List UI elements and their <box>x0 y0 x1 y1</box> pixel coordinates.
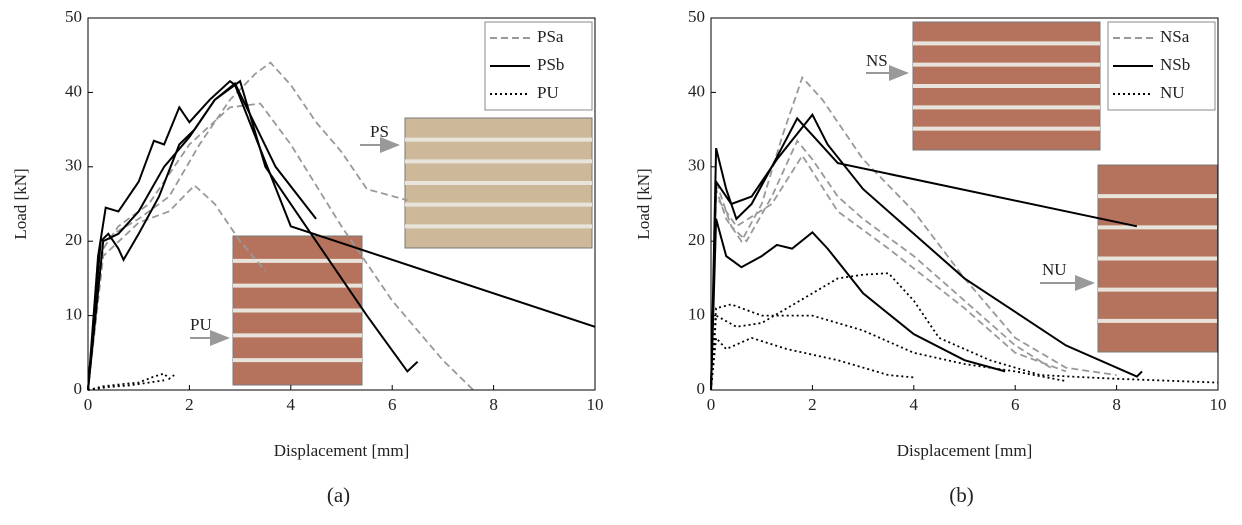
panel-label: (a) <box>327 483 350 507</box>
y-tick-label: 20 <box>65 230 82 249</box>
y-tick-label: 50 <box>65 7 82 26</box>
y-tick-label: 10 <box>688 305 705 324</box>
curve <box>710 218 1006 391</box>
x-tick-label: 4 <box>910 395 919 414</box>
curve <box>87 379 165 391</box>
y-tick-label: 40 <box>688 81 705 100</box>
panel-label: (b) <box>949 483 974 507</box>
x-tick-label: 0 <box>707 395 716 414</box>
curve <box>710 116 1138 391</box>
y-tick-label: 40 <box>65 81 82 100</box>
x-tick-label: 4 <box>287 395 296 414</box>
curve <box>710 272 1219 391</box>
curve <box>710 112 1143 391</box>
y-tick-label: 0 <box>74 379 83 398</box>
annotation: PU <box>190 315 212 334</box>
x-tick-label: 10 <box>587 395 604 414</box>
y-tick-label: 10 <box>65 305 82 324</box>
annotation: PS <box>370 122 389 141</box>
x-tick-label: 8 <box>489 395 498 414</box>
y-tick-label: 50 <box>688 7 705 26</box>
curve <box>87 184 267 391</box>
legend-label: NU <box>1160 83 1185 102</box>
y-tick-label: 30 <box>688 156 705 175</box>
curve <box>87 61 408 391</box>
legend-label: PU <box>537 83 559 102</box>
curve <box>87 372 175 391</box>
annotation: NS <box>866 51 888 70</box>
annotation: NU <box>1042 260 1067 279</box>
x-tick-label: 0 <box>84 395 93 414</box>
x-tick-label: 10 <box>1210 395 1227 414</box>
curve <box>710 303 1067 391</box>
curve <box>87 81 317 391</box>
curve <box>87 79 419 391</box>
x-tick-label: 8 <box>1112 395 1121 414</box>
y-axis-label: Load [kN] <box>11 168 30 239</box>
curve <box>710 75 1117 391</box>
x-tick-label: 6 <box>388 395 397 414</box>
y-tick-label: 20 <box>688 230 705 249</box>
y-axis-label: Load [kN] <box>634 168 653 239</box>
legend-label: PSb <box>537 55 564 74</box>
y-tick-label: 0 <box>697 379 706 398</box>
curve <box>710 153 1067 391</box>
curve <box>710 139 1052 391</box>
x-axis-label: Displacement [mm] <box>274 441 410 460</box>
x-tick-label: 6 <box>1011 395 1020 414</box>
x-tick-label: 2 <box>185 395 194 414</box>
x-tick-label: 2 <box>808 395 817 414</box>
legend-label: NSb <box>1160 55 1190 74</box>
y-tick-label: 30 <box>65 156 82 175</box>
curve <box>710 335 914 391</box>
legend-label: NSa <box>1160 27 1190 46</box>
plot-frame <box>710 17 1219 391</box>
plot-frame <box>87 17 596 391</box>
x-axis-label: Displacement [mm] <box>897 441 1033 460</box>
legend-label: PSa <box>537 27 564 46</box>
